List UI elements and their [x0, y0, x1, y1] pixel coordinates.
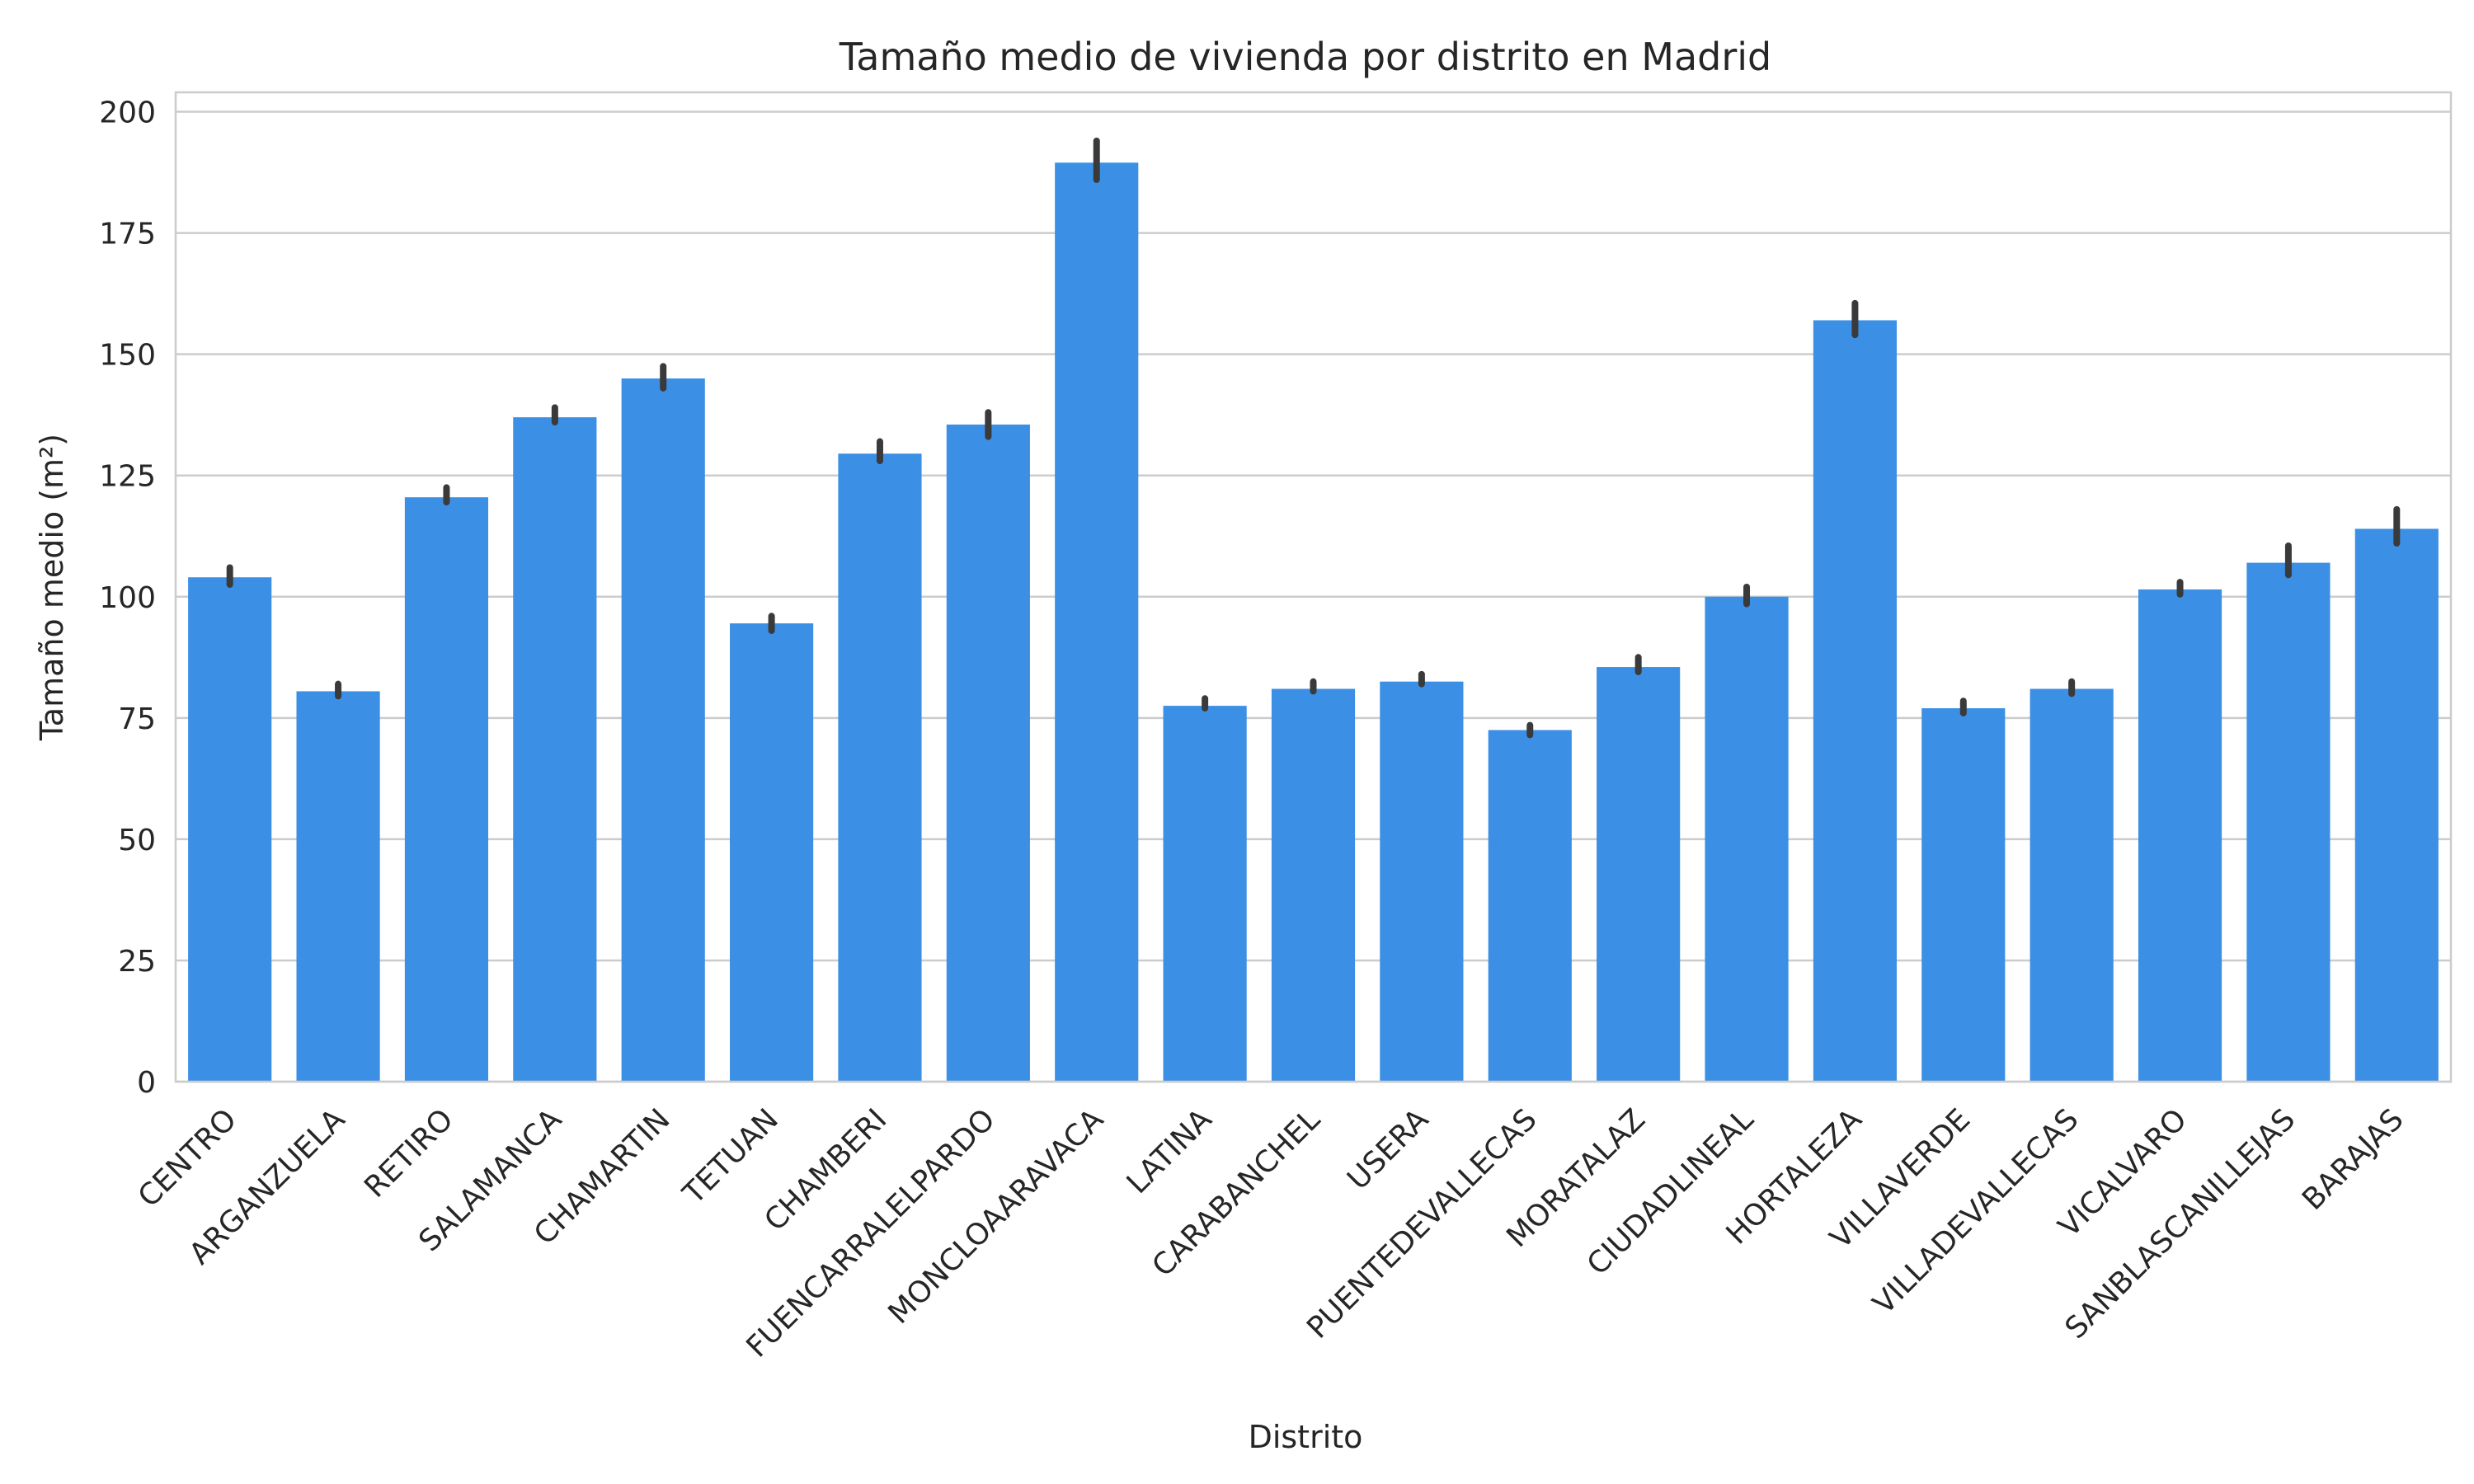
y-tick-label: 25 [118, 945, 156, 979]
bars [188, 162, 2439, 1082]
plot-frame [174, 91, 2453, 1083]
bar-centro [188, 577, 272, 1082]
x-tick-label: USERA [1341, 1102, 1435, 1196]
x-tick-label: VILLADEVALLECAS [1867, 1102, 2086, 1321]
bar-vicalvaro [2138, 589, 2222, 1082]
y-tick-label: 50 [118, 824, 156, 857]
bar-villaverde [1921, 708, 2006, 1082]
bar-fuencarralelpardo [946, 424, 1030, 1082]
bar-ciudadlineal [1705, 596, 1789, 1082]
bar-chamartin [621, 378, 705, 1082]
y-axis-label: Tamaño medio (m²) [34, 434, 70, 741]
bar-usera [1380, 681, 1464, 1082]
y-tick-labels: 0 25 50 75 100 125 150 175 200 [99, 96, 156, 1100]
bar-retiro [404, 497, 489, 1082]
y-tick-label: 175 [99, 218, 156, 251]
y-tick-label: 0 [137, 1066, 156, 1100]
bar-barajas [2354, 528, 2439, 1082]
x-tick-label: BARAJAS [2296, 1102, 2411, 1217]
bar-puentedevallecas [1488, 730, 1572, 1082]
bar-sanblascanillejas [2246, 562, 2331, 1082]
error-bars [226, 137, 2401, 739]
x-tick-label: TETUAN [676, 1102, 785, 1211]
bar-villadevallecas [2030, 688, 2114, 1082]
x-tick-label: CENTRO [132, 1102, 243, 1214]
y-tick-label: 100 [99, 581, 156, 615]
bar-salamanca [513, 417, 597, 1082]
x-tick-label: LATINA [1121, 1102, 1219, 1200]
bar-hortaleza [1813, 320, 1897, 1082]
x-tick-label: MONCLOAARAVACA [882, 1102, 1111, 1331]
x-axis-label: Distrito [1249, 1419, 1363, 1455]
y-tick-label: 200 [99, 96, 156, 130]
y-tick-label: 150 [99, 339, 156, 373]
bar-moratalaz [1597, 667, 1681, 1082]
bar-tetuan [730, 623, 814, 1082]
chart-title: Tamaño medio de vivienda por distrito en… [839, 35, 1771, 79]
y-tick-label: 125 [99, 460, 156, 494]
bar-carabanchel [1271, 688, 1356, 1082]
x-tick-label: RETIRO [358, 1102, 460, 1205]
bar-chamberi [838, 453, 922, 1082]
bar-latina [1163, 706, 1247, 1082]
y-tick-label: 75 [118, 702, 156, 736]
bar-arganzuela [296, 691, 380, 1082]
bar-moncloaaravaca [1055, 162, 1139, 1082]
